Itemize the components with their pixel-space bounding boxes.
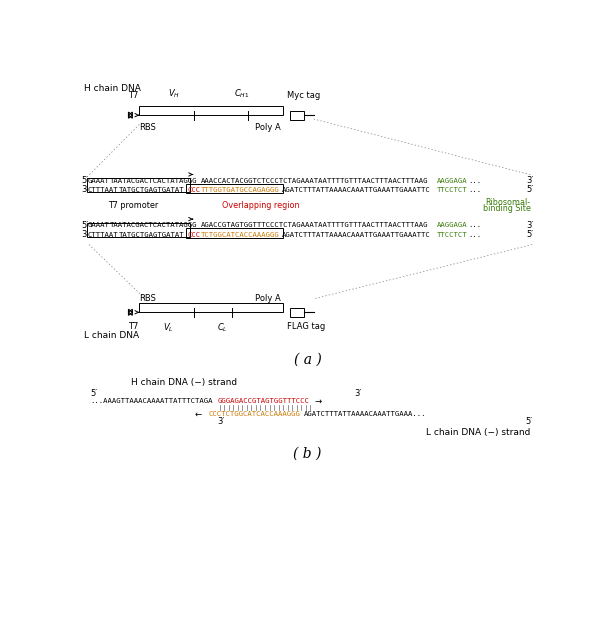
Text: binding Site: binding Site [483, 205, 531, 213]
Bar [88, 178, 190, 192]
Text: H chain DNA (−) strand: H chain DNA (−) strand [131, 377, 237, 387]
Text: AAACCACTACGGTCTCCCTCTAGAAATAATTTTGTTTAACTTTAACTTTAAG: AAACCACTACGGTCTCCCTCTAGAAATAATTTTGTTTAAC… [201, 178, 428, 183]
Text: RBS: RBS [139, 294, 156, 303]
Text: 3′: 3′ [81, 230, 88, 239]
Text: CCCTCTGGCATCACCAAAGGG: CCCTCTGGCATCACCAAAGGG [208, 411, 300, 417]
Text: $C_{H1}$: $C_{H1}$ [234, 87, 250, 100]
Text: 5′: 5′ [81, 221, 88, 230]
Bar [88, 223, 190, 237]
Bar [187, 183, 283, 193]
Text: H chain DNA: H chain DNA [84, 85, 141, 93]
Text: 3′: 3′ [217, 417, 224, 426]
Text: $C_L$: $C_L$ [217, 322, 227, 334]
Text: GAAAT: GAAAT [88, 222, 109, 228]
Text: ...: ... [468, 222, 481, 228]
Text: →: → [314, 396, 322, 405]
Text: Overlapping region: Overlapping region [222, 200, 300, 210]
Bar [139, 106, 283, 115]
Text: 5′: 5′ [527, 185, 534, 194]
Text: ...: ... [468, 178, 481, 183]
Bar [187, 228, 283, 238]
Text: TCTGGCATCACCAAAGGG: TCTGGCATCACCAAAGGG [201, 232, 280, 237]
Text: Ribosomal-: Ribosomal- [485, 198, 531, 207]
Text: 5′: 5′ [527, 230, 534, 239]
Text: TAATACGACTCACTATAGGG: TAATACGACTCACTATAGGG [110, 222, 197, 228]
Text: 5′: 5′ [525, 417, 532, 426]
Text: 3′: 3′ [527, 221, 534, 230]
Text: L chain DNA (−) strand: L chain DNA (−) strand [427, 428, 531, 437]
Text: 3′: 3′ [81, 185, 88, 194]
Text: AGATCTTTATTAAAACAAATTGAAA...: AGATCTTTATTAAAACAAATTGAAA... [304, 411, 426, 417]
Text: CCC: CCC [187, 187, 200, 193]
Text: 3′: 3′ [527, 176, 534, 185]
Text: AGATCTTTATTAAAACAAATTGAAATTGAAATTC: AGATCTTTATTAAAACAAATTGAAATTGAAATTC [283, 232, 431, 237]
Text: L chain DNA: L chain DNA [84, 331, 139, 340]
Text: AGACCGTAGTGGTTTCCCTCTAGAAATAATTTTGTTTAACTTTAACTTTAAG: AGACCGTAGTGGTTTCCCTCTAGAAATAATTTTGTTTAAC… [201, 222, 428, 228]
Text: ←: ← [195, 409, 202, 418]
Text: 5′: 5′ [91, 389, 98, 398]
Text: TATGCTGAGTGATAT: TATGCTGAGTGATAT [119, 232, 185, 237]
Text: ( a ): ( a ) [293, 352, 322, 366]
Text: FLAG tag: FLAG tag [287, 322, 326, 331]
Bar [290, 307, 304, 317]
Text: CTTTAAT: CTTTAAT [88, 232, 118, 237]
Text: 3′: 3′ [354, 389, 361, 398]
Text: AAGGAGA: AAGGAGA [436, 178, 467, 183]
Text: TTTGGTGATGCCAGAGGG: TTTGGTGATGCCAGAGGG [201, 187, 280, 193]
Text: ( b ): ( b ) [293, 447, 322, 461]
Text: TATGCTGAGTGATAT: TATGCTGAGTGATAT [119, 187, 185, 193]
Text: $V_L$: $V_L$ [163, 322, 173, 334]
Text: TAATACGACTCACTATAGGG: TAATACGACTCACTATAGGG [110, 178, 197, 183]
Text: RBS: RBS [139, 123, 156, 132]
Text: CCC: CCC [187, 232, 200, 237]
Text: Myc tag: Myc tag [287, 91, 320, 100]
Text: CTTTAAT: CTTTAAT [88, 187, 118, 193]
Text: ...AAAGTTAAACAAAATTATTTCTAGA: ...AAAGTTAAACAAAATTATTTCTAGA [91, 398, 213, 404]
Text: TTCCTCT: TTCCTCT [436, 187, 467, 193]
Bar [139, 303, 283, 312]
Text: T7: T7 [128, 322, 138, 331]
Text: GGGAGACCGTAGTGGTTTCCC: GGGAGACCGTAGTGGTTTCCC [217, 398, 310, 404]
Text: $V_H$: $V_H$ [168, 87, 180, 100]
Text: T7 promoter: T7 promoter [108, 200, 158, 210]
Bar [290, 111, 304, 120]
Text: AGATCTTTATTAAAACAAATTGAAATTGAAATTC: AGATCTTTATTAAAACAAATTGAAATTGAAATTC [283, 187, 431, 193]
Text: TTCCTCT: TTCCTCT [436, 232, 467, 237]
Text: GAAAT: GAAAT [88, 178, 109, 183]
Text: ...: ... [468, 187, 481, 193]
Text: 5′: 5′ [81, 176, 88, 185]
Text: AAGGAGA: AAGGAGA [436, 222, 467, 228]
Text: ...: ... [468, 232, 481, 237]
Text: Poly A: Poly A [255, 123, 281, 132]
Text: T7: T7 [128, 91, 138, 100]
Text: Poly A: Poly A [255, 294, 281, 303]
